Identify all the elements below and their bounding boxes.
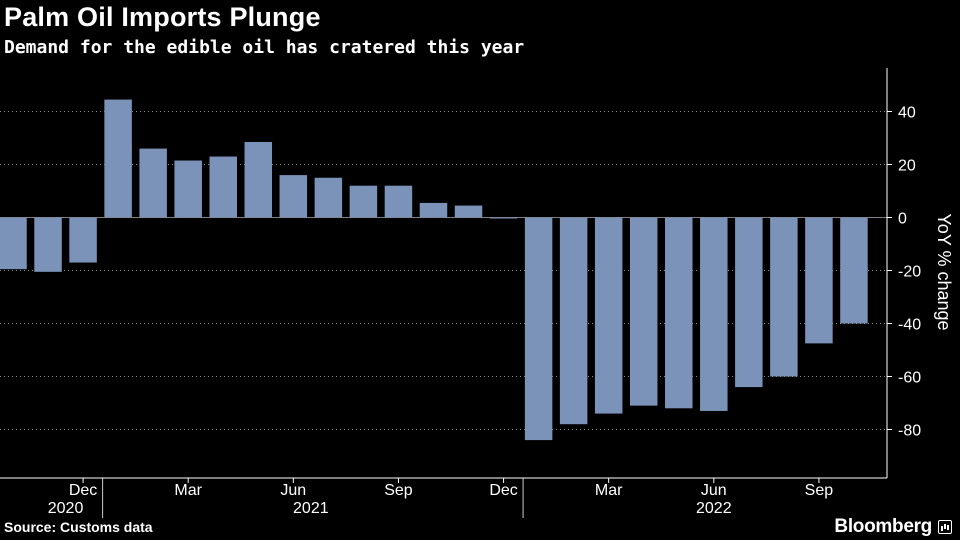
bar <box>559 217 588 425</box>
y-axis: 40 20 0 -20 -40 -60 -80 <box>886 68 921 478</box>
chart-title: Palm Oil Imports Plunge <box>4 2 321 32</box>
bar <box>524 217 553 441</box>
bar <box>104 99 132 218</box>
x-year-label: 2021 <box>293 500 329 517</box>
chart-icon <box>938 520 952 534</box>
x-tick-label: Jun <box>280 482 306 499</box>
bar-series <box>0 99 868 441</box>
bar <box>384 185 413 218</box>
y-tick-label: 20 <box>898 158 916 175</box>
bar <box>454 205 483 218</box>
bar <box>279 175 308 218</box>
y-tick-label: -20 <box>898 264 921 281</box>
y-tick-label: 40 <box>898 105 916 122</box>
bar <box>805 217 833 344</box>
x-year-label: 2020 <box>48 500 84 517</box>
bar <box>700 217 728 411</box>
bar <box>244 141 273 218</box>
bloomberg-logo: Bloomberg <box>834 516 952 538</box>
bar <box>34 217 62 272</box>
x-axis: Dec Mar Jun Sep Dec Mar Jun Sep 2020 2021 2022 <box>0 477 887 518</box>
x-tick-label: Jun <box>701 482 727 499</box>
bar <box>489 217 518 219</box>
bar <box>735 217 763 388</box>
x-tick-label: Dec <box>69 482 97 499</box>
bar <box>0 217 27 270</box>
bar <box>629 217 658 406</box>
bar <box>174 160 202 218</box>
chart-subtitle: Demand for the edible oil has cratered t… <box>4 37 525 58</box>
bar <box>314 177 343 218</box>
bar <box>419 202 448 218</box>
bar <box>349 185 378 218</box>
y-tick-label: -80 <box>898 423 921 440</box>
bar <box>665 217 693 409</box>
x-tick-label: Mar <box>174 482 202 499</box>
bar <box>770 217 798 377</box>
bar <box>209 156 237 218</box>
y-axis-label: YoY % change <box>934 213 954 330</box>
bar <box>69 217 97 263</box>
bar <box>594 217 623 414</box>
x-tick-label: Mar <box>595 482 623 499</box>
brand-name: Bloomberg <box>834 516 932 537</box>
x-tick-label: Sep <box>384 482 413 499</box>
y-tick-label: -40 <box>898 317 921 334</box>
bar <box>139 148 167 218</box>
x-tick-label: Dec <box>489 482 517 499</box>
source-note: Source: Customs data <box>4 519 153 535</box>
bar <box>840 217 868 324</box>
y-tick-label: 0 <box>898 211 907 228</box>
x-tick-label: Sep <box>805 482 834 499</box>
x-year-label: 2022 <box>696 500 732 517</box>
y-tick-label: -60 <box>898 370 921 387</box>
